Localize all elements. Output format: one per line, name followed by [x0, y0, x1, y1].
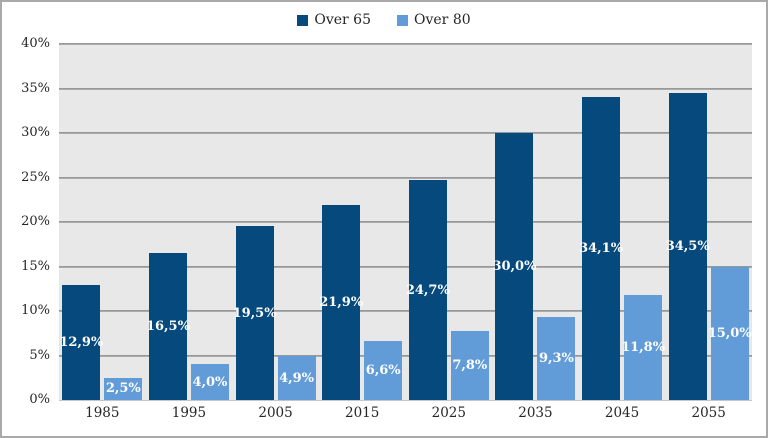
legend-label-over-80: Over 80	[414, 12, 471, 28]
y-axis-tick-label: 10%	[21, 303, 50, 318]
bar-over-80-2055: 15,0%	[707, 266, 752, 400]
bar-over-65-2025: 24,7%	[405, 180, 450, 400]
x-axis-tick-label: 2005	[258, 405, 293, 421]
x-axis-labels: 1985 1995 2005 2015 2025 2035 2045 2055	[59, 405, 752, 425]
bar-over-65-1985: 12,9%	[59, 285, 104, 400]
bar-over-65-2035: 30,0%	[492, 133, 537, 400]
gridline	[59, 176, 752, 179]
bar-over-65-2045: 34,1%	[579, 96, 624, 400]
bar-data-label: 9,3%	[538, 351, 574, 367]
gridline	[59, 354, 752, 357]
y-axis-tick-label: 0%	[29, 392, 50, 407]
chart-legend: Over 65 Over 80	[2, 10, 766, 30]
x-axis-tick-label: 2055	[691, 405, 726, 421]
bar-data-label: 11,8%	[621, 339, 666, 355]
x-axis-tick-label: 2015	[345, 405, 380, 421]
y-axis-tick-label: 5%	[29, 347, 50, 363]
x-axis-tick-label: 2025	[431, 405, 466, 421]
bar-data-label: 2,5%	[105, 381, 141, 397]
bar-data-label: 19,5%	[232, 305, 277, 321]
bar-data-label: 12,9%	[59, 335, 104, 351]
bar-over-65-2055: 34,5%	[665, 92, 710, 400]
bar-over-80-2035: 9,3%	[537, 317, 576, 400]
legend-item-over-80: Over 80	[397, 12, 471, 28]
legend-label-over-65: Over 65	[314, 12, 371, 28]
legend-item-over-65: Over 65	[297, 12, 371, 28]
gridline	[59, 43, 752, 45]
x-axis-tick-label: 2035	[518, 405, 553, 421]
bar-data-label: 24,7%	[405, 282, 450, 298]
gridline	[59, 87, 752, 90]
bar-data-label: 16,5%	[145, 319, 190, 335]
legend-swatch-over-65-icon	[297, 14, 309, 26]
x-axis-tick-label: 1995	[171, 405, 207, 421]
plot-area: 12,9% 2,5% 16,5% 4,0% 19,5% 4,9% 21,9% 6,6% 24,7…	[59, 43, 752, 401]
y-axis-tick-label: 40%	[21, 36, 50, 51]
bar-over-80-1995: 4,0%	[190, 364, 229, 400]
bar-data-label: 34,1%	[579, 240, 624, 256]
bar-data-label: 7,8%	[452, 357, 488, 373]
gridline	[59, 310, 752, 312]
gridline	[59, 132, 752, 134]
gridline	[59, 221, 752, 223]
y-axis-tick-label: 30%	[21, 125, 50, 140]
bar-over-65-1995: 16,5%	[145, 253, 190, 400]
bar-data-label: 6,6%	[365, 363, 401, 379]
bar-over-65-2015: 21,9%	[319, 205, 364, 400]
bar-data-label: 4,0%	[192, 374, 228, 390]
bar-data-label: 30,0%	[492, 259, 537, 274]
bar-over-80-2025: 7,8%	[450, 330, 489, 400]
bar-over-80-2045: 11,8%	[621, 294, 666, 400]
bar-over-80-1985: 2,5%	[104, 377, 143, 400]
y-axis-tick-label: 20%	[21, 214, 50, 229]
bar-data-label: 21,9%	[319, 295, 364, 311]
bar-data-label: 15,0%	[707, 325, 752, 341]
y-axis-tick-label: 15%	[21, 258, 50, 274]
y-axis-tick-label: 35%	[21, 80, 50, 96]
y-axis-tick-label: 25%	[21, 169, 50, 185]
bar-data-label: 4,9%	[279, 370, 315, 386]
bar-over-80-2005: 4,9%	[277, 356, 316, 400]
bar-over-80-2015: 6,6%	[364, 341, 403, 400]
bar-over-65-2005: 19,5%	[232, 226, 277, 400]
x-axis-tick-label: 2045	[604, 405, 640, 421]
x-axis-tick-label: 1985	[85, 405, 120, 421]
gridline	[59, 265, 752, 268]
bar-data-label: 34,5%	[665, 238, 710, 254]
legend-swatch-over-80-icon	[397, 14, 408, 26]
